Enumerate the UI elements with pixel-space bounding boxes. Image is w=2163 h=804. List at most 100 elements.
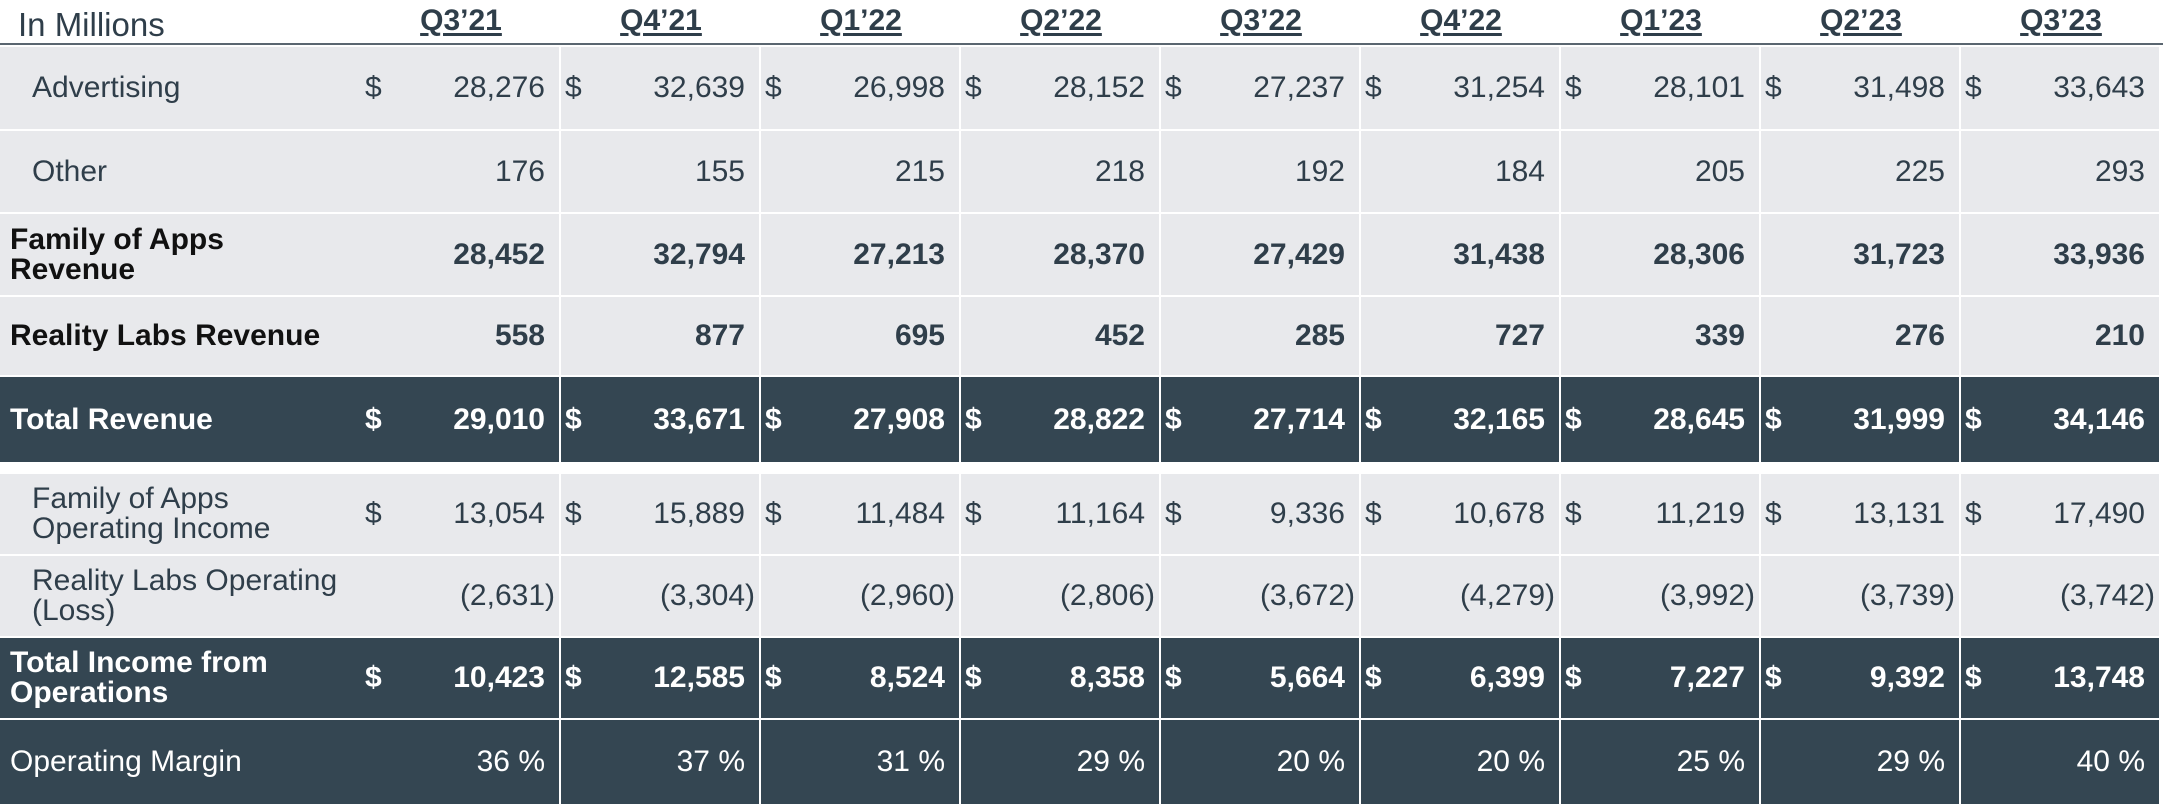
value-cell: $9,392 (1761, 638, 1959, 718)
currency-symbol: $ (1365, 661, 1382, 694)
value-cell: $31,498 (1761, 47, 1959, 129)
currency-symbol: $ (965, 661, 982, 694)
currency-symbol: $ (565, 497, 582, 530)
value-cell: $5,664 (1161, 638, 1359, 718)
value-cell: (3,672) (1161, 556, 1359, 636)
currency-symbol: $ (965, 71, 982, 104)
value-text: 10,678 (1453, 497, 1545, 530)
value-cell: 225 (1761, 131, 1959, 212)
value-text: 27,237 (1253, 71, 1345, 104)
currency-symbol: $ (565, 402, 582, 436)
value-text: 293 (2094, 154, 2145, 188)
value-cell: 28,452 (361, 214, 559, 295)
value-text: 13,748 (2053, 661, 2145, 694)
value-cell: $32,639 (561, 47, 759, 129)
value-cell: $29,010 (361, 377, 559, 462)
currency-symbol: $ (1765, 661, 1782, 694)
value-text: 34,146 (2053, 402, 2145, 436)
value-text: 25 % (1676, 745, 1745, 778)
value-text: 877 (694, 319, 745, 352)
row-reality-labs-operating-loss: Reality Labs Operating (Loss) (2,631) (3,3… (0, 556, 2163, 636)
row-total-income-from-operations: Total Income from Operations $10,423 $12,5… (0, 638, 2163, 718)
value-cell: 31,438 (1361, 214, 1559, 295)
currency-symbol: $ (765, 402, 782, 436)
currency-symbol: $ (365, 71, 382, 104)
value-text: 20 % (1276, 745, 1345, 778)
value-text: 36 % (476, 745, 545, 778)
value-text: 13,131 (1853, 497, 1945, 530)
row-label-text: Family of Apps Revenue (10, 222, 224, 286)
value-text: 218 (1094, 154, 1145, 188)
row-label: Advertising (0, 47, 361, 129)
value-text: 28,276 (453, 71, 545, 104)
currency-symbol: $ (1565, 661, 1582, 694)
value-cell: (3,739) (1761, 556, 1959, 636)
value-cell: $11,164 (961, 474, 1159, 554)
value-cell: $11,484 (761, 474, 959, 554)
value-cell: 276 (1761, 297, 1959, 375)
value-text: 15,889 (653, 497, 745, 530)
value-text: (2,631) (459, 579, 555, 612)
currency-symbol: $ (1965, 71, 1982, 104)
currency-symbol: $ (1965, 497, 1982, 530)
value-cell: 40 % (1961, 720, 2159, 804)
value-cell: 192 (1161, 131, 1359, 212)
currency-symbol: $ (1165, 402, 1182, 436)
value-cell: $26,998 (761, 47, 959, 129)
value-cell: (3,992) (1561, 556, 1759, 636)
currency-symbol: $ (1165, 497, 1182, 530)
value-cell: 558 (361, 297, 559, 375)
value-cell: 215 (761, 131, 959, 212)
value-cell: 27,213 (761, 214, 959, 295)
value-text: 32,165 (1453, 402, 1545, 436)
value-cell: $13,748 (1961, 638, 2159, 718)
value-text: 192 (1294, 154, 1345, 188)
value-text: 205 (1694, 154, 1745, 188)
value-cell: 31 % (761, 720, 959, 804)
value-cell: $28,101 (1561, 47, 1759, 129)
row-family-of-apps-operating-income: Family of Apps Operating Income $13,054 $1… (0, 474, 2163, 554)
currency-symbol: $ (765, 71, 782, 104)
currency-symbol: $ (1765, 497, 1782, 530)
value-text: 28,822 (1053, 402, 1145, 436)
value-cell: 339 (1561, 297, 1759, 375)
value-cell: $8,358 (961, 638, 1159, 718)
row-label: Reality Labs Operating (Loss) (0, 556, 361, 636)
row-operating-margin: Operating Margin 36 % 37 % 31 % 29 % 20 % 20 %… (0, 720, 2163, 804)
value-text: 8,358 (1069, 661, 1145, 694)
value-text: 28,452 (453, 237, 545, 271)
row-label: Family of Apps Revenue (0, 214, 361, 295)
value-text: 339 (1694, 319, 1745, 352)
value-text: 33,936 (2053, 237, 2145, 271)
currency-symbol: $ (565, 661, 582, 694)
value-text: 27,429 (1253, 237, 1345, 271)
value-cell: $28,276 (361, 47, 559, 129)
row-label-text: Operating Margin (10, 745, 242, 778)
value-text: 210 (2094, 319, 2145, 352)
value-text: 32,794 (653, 237, 745, 271)
value-cell: 29 % (1761, 720, 1959, 804)
value-text: 28,152 (1053, 71, 1145, 104)
value-cell: $33,671 (561, 377, 759, 462)
value-text: 225 (1894, 154, 1945, 188)
value-text: 33,671 (653, 402, 745, 436)
row-label: Operating Margin (0, 720, 361, 804)
value-cell: 20 % (1361, 720, 1559, 804)
value-cell: $31,254 (1361, 47, 1559, 129)
value-text: 27,213 (853, 237, 945, 271)
value-cell: 27,429 (1161, 214, 1359, 295)
value-cell: 25 % (1561, 720, 1759, 804)
value-cell: $8,524 (761, 638, 959, 718)
currency-symbol: $ (1165, 661, 1182, 694)
value-cell: 727 (1361, 297, 1559, 375)
column-header: Q1’23 (1620, 4, 1702, 37)
row-label: Total Revenue (0, 377, 361, 462)
value-cell: $9,336 (1161, 474, 1359, 554)
column-header: Q1’22 (820, 4, 902, 37)
value-cell: 32,794 (561, 214, 759, 295)
value-cell: $28,152 (961, 47, 1159, 129)
value-text: 17,490 (2053, 497, 2145, 530)
row-label-text: Advertising (32, 71, 181, 104)
value-text: 31,723 (1853, 237, 1945, 271)
